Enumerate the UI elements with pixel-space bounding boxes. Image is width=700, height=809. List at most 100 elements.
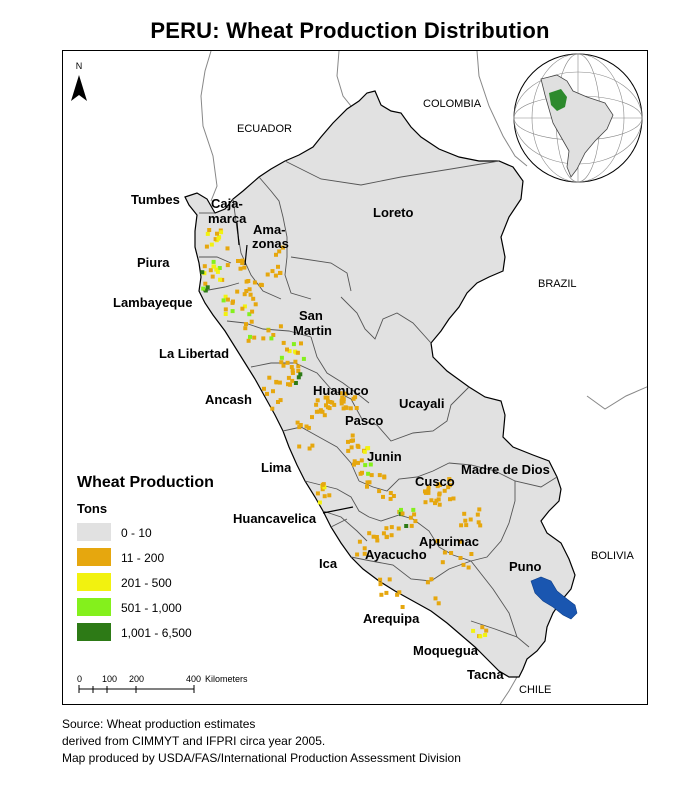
label-amazonas-1: Ama-	[253, 222, 286, 237]
production-cell	[429, 498, 434, 503]
production-cell	[437, 502, 442, 507]
production-cell	[240, 306, 245, 311]
production-cell	[340, 395, 345, 400]
production-cell	[266, 328, 271, 333]
production-cell	[290, 368, 295, 373]
peru-locator-highlight	[549, 89, 567, 111]
label-ayacucho: Ayacucho	[365, 547, 427, 562]
production-cell	[236, 259, 240, 263]
production-cell	[326, 399, 330, 404]
label-ancash: Ancash	[205, 392, 252, 407]
production-cell	[261, 336, 266, 341]
production-cell	[297, 425, 302, 430]
production-cell	[315, 398, 320, 403]
production-cell	[384, 590, 389, 595]
legend-swatch-3	[77, 598, 111, 616]
production-cell	[273, 273, 278, 278]
production-cell	[246, 338, 251, 343]
source-line-1: Source: Wheat production estimates	[62, 717, 256, 731]
legend-swatch-0	[77, 523, 111, 541]
production-cell	[377, 489, 382, 494]
legend-label-1: 11 - 200	[121, 551, 164, 565]
production-cell	[423, 490, 428, 495]
production-cell	[355, 552, 360, 557]
production-cell	[367, 531, 372, 536]
production-cell	[215, 269, 220, 274]
legend-swatch-2	[77, 573, 111, 591]
production-cell	[271, 333, 276, 337]
production-cell	[387, 577, 392, 582]
production-cell	[223, 312, 228, 316]
label-bolivia: BOLIVIA	[591, 550, 634, 562]
production-cell	[285, 360, 290, 365]
production-cell	[449, 551, 454, 555]
production-cell	[213, 237, 218, 242]
production-cell	[202, 271, 207, 276]
production-cell	[225, 246, 230, 251]
label-amazonas-2: zonas	[252, 236, 289, 251]
region-labels: Tumbes Caja- marca Ama- zonas Piura Lore…	[113, 192, 550, 682]
production-cell	[435, 539, 440, 543]
production-cell	[350, 433, 355, 438]
production-cell	[247, 312, 252, 317]
production-cell	[448, 497, 452, 502]
production-cell	[346, 448, 351, 453]
colombia-border-north	[336, 51, 356, 112]
production-cell	[209, 242, 214, 247]
production-cell	[446, 485, 451, 490]
production-cell	[322, 494, 327, 499]
production-cell	[411, 507, 416, 512]
production-cell	[468, 517, 473, 522]
production-cell	[248, 292, 253, 297]
production-cell	[242, 265, 247, 270]
production-cell	[295, 420, 300, 425]
production-cell	[404, 524, 409, 528]
production-cell	[344, 405, 349, 410]
production-cell	[265, 272, 270, 277]
production-cell	[368, 462, 373, 467]
production-cell	[436, 601, 441, 606]
production-cell	[304, 424, 309, 429]
production-cell	[203, 281, 208, 286]
production-cell	[464, 523, 469, 528]
production-cell	[325, 395, 330, 400]
production-cell	[423, 500, 428, 505]
scale-unit: Kilometers	[205, 674, 248, 684]
label-apurimac: Apurimac	[419, 534, 479, 549]
source-line-2: derived from CIMMYT and IFPRI circa year…	[62, 734, 326, 748]
production-cell	[362, 546, 367, 551]
production-cell	[426, 489, 431, 494]
production-cell	[442, 488, 447, 493]
production-cell	[359, 458, 364, 463]
production-cell	[288, 382, 293, 387]
scale-tick-400: 400	[186, 674, 201, 684]
label-arequipa: Arequipa	[363, 611, 420, 626]
label-colombia: COLOMBIA	[423, 98, 482, 110]
production-cell	[409, 523, 414, 528]
production-cell	[251, 296, 256, 301]
production-cell	[247, 287, 252, 292]
production-cell	[250, 309, 255, 314]
production-cell	[341, 406, 346, 411]
production-cell	[310, 443, 315, 448]
neighbor-borders	[200, 51, 647, 704]
production-cell	[310, 415, 314, 420]
production-cell	[223, 307, 228, 312]
production-cell	[389, 525, 394, 530]
production-cell	[274, 252, 278, 257]
production-cell	[314, 402, 319, 407]
production-cell	[277, 249, 282, 254]
production-cell	[230, 309, 235, 314]
production-cell	[363, 463, 368, 468]
production-cell	[291, 342, 296, 347]
production-cell	[278, 324, 283, 329]
scale-tick-100: 100	[102, 674, 117, 684]
production-cell	[269, 336, 274, 341]
production-cell	[413, 519, 418, 524]
production-cell	[399, 507, 403, 512]
production-cell	[435, 484, 440, 489]
label-lima: Lima	[261, 460, 292, 475]
label-ecuador: ECUADOR	[237, 123, 292, 135]
production-cell	[371, 534, 376, 539]
production-cell	[270, 269, 275, 274]
